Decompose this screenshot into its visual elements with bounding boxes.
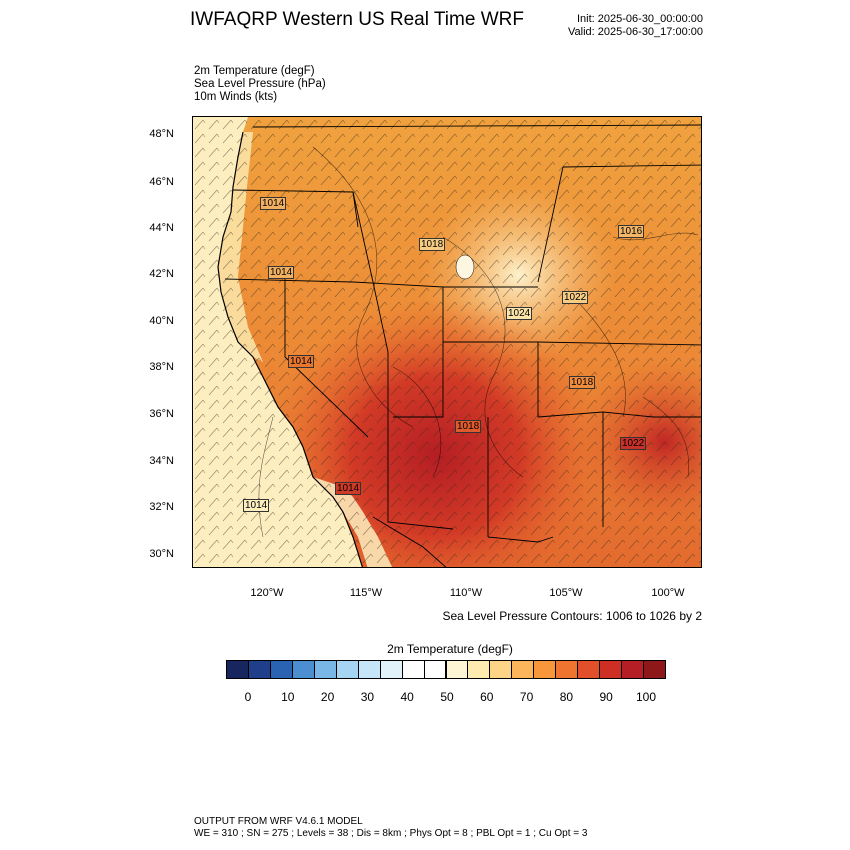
colorbar-cell (401, 660, 425, 679)
pressure-label: 1022 (562, 291, 589, 304)
lon-label: 120°W (250, 587, 284, 599)
colorbar-cell (313, 660, 337, 679)
init-valid-times: Init: 2025-06-30_00:00:00 Valid: 2025-06… (540, 13, 703, 39)
colorbar-tick-label: 100 (635, 690, 657, 704)
wind-barbs (193, 117, 701, 567)
lat-label: 46°N (149, 176, 174, 188)
great-salt-lake (455, 254, 475, 280)
colorbar (226, 660, 666, 679)
pressure-label: 1014 (335, 482, 362, 495)
valid-time: Valid: 2025-06-30_17:00:00 (568, 26, 703, 38)
colorbar-cell (599, 660, 623, 679)
lat-label: 44°N (149, 222, 174, 234)
colorbar-cell (467, 660, 491, 679)
colorbar-cell (643, 660, 666, 679)
colorbar-cell (511, 660, 535, 679)
pressure-label: 1018 (419, 238, 446, 251)
lat-label: 36°N (149, 408, 174, 420)
pressure-label: 1014 (260, 197, 287, 210)
pressure-label: 1014 (268, 266, 295, 279)
colorbar-cell (335, 660, 359, 679)
colorbar-cell (577, 660, 601, 679)
temperature-field-label: 2m Temperature (degF) (194, 65, 315, 77)
colorbar-cell (379, 660, 403, 679)
winds-field-label: 10m Winds (kts) (194, 91, 278, 103)
colorbar-cell (357, 660, 381, 679)
lon-label: 100°W (651, 587, 685, 599)
field-labels: 2m Temperature (degF) Sea Level Pressure… (194, 65, 326, 104)
lon-label: 115°W (349, 587, 383, 599)
colorbar-tick-label: 70 (519, 690, 534, 704)
colorbar-tick-label: 40 (400, 690, 414, 704)
lat-label: 40°N (149, 315, 174, 327)
lat-label: 34°N (149, 455, 174, 467)
colorbar-cell (555, 660, 579, 679)
model-info: OUTPUT FROM WRF V4.6.1 MODEL (194, 816, 363, 827)
lon-label: 110°W (449, 587, 483, 599)
pressure-label: 1024 (506, 307, 533, 320)
pressure-contours (258, 146, 699, 538)
colorbar-tick-label: 10 (281, 690, 295, 704)
lat-label: 42°N (149, 268, 174, 280)
colorbar-cell (621, 660, 645, 679)
lat-label: 32°N (149, 501, 174, 513)
lon-label: 105°W (549, 587, 583, 599)
colorbar-title: 2m Temperature (degF) (387, 642, 513, 656)
colorbar-tick-label: 30 (360, 690, 375, 704)
colorbar-cell (533, 660, 557, 679)
colorbar-cell (445, 660, 469, 679)
contour-note: Sea Level Pressure Contours: 1006 to 102… (442, 609, 703, 623)
colorbar-cell (291, 660, 315, 679)
coastline (217, 131, 364, 567)
pressure-label: 1018 (569, 376, 596, 389)
colorbar-cell (423, 660, 447, 679)
lat-label: 48°N (149, 128, 174, 140)
political-borders (224, 124, 701, 567)
lat-label: 38°N (149, 361, 174, 373)
colorbar-tick-label: 60 (480, 690, 494, 704)
colorbar-tick-label: 80 (559, 690, 574, 704)
colorbar-tick-label: 0 (244, 690, 252, 704)
colorbar-tick-label: 90 (599, 690, 613, 704)
pressure-label: 1016 (618, 225, 645, 238)
pressure-field-label: Sea Level Pressure (hPa) (194, 78, 326, 90)
colorbar-cell (269, 660, 293, 679)
map-title: IWFAQRP Western US Real Time WRF (190, 9, 524, 30)
weather-map-canvas (193, 117, 701, 567)
lat-label: 30°N (149, 548, 174, 560)
colorbar-tick-label: 20 (320, 690, 335, 704)
colorbar-cell (226, 660, 249, 679)
init-time: Init: 2025-06-30_00:00:00 (577, 13, 703, 25)
colorbar-tick-label: 50 (440, 690, 454, 704)
colorbar-cell (247, 660, 271, 679)
weather-map (192, 116, 702, 568)
model-options: WE = 310 ; SN = 275 ; Levels = 38 ; Dis … (194, 828, 588, 839)
colorbar-cell (489, 660, 513, 679)
pressure-label: 1022 (620, 437, 647, 450)
pressure-label: 1014 (243, 499, 270, 512)
pressure-label: 1018 (455, 420, 482, 433)
pressure-label: 1014 (288, 355, 315, 368)
